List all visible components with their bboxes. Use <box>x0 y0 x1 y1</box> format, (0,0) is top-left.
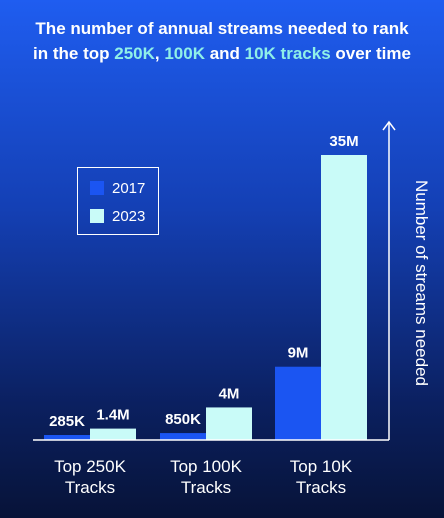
value-label-2017-1: 850K <box>165 411 201 428</box>
legend-label-2023: 2023 <box>112 207 146 225</box>
legend-swatch-2017 <box>90 181 104 195</box>
chart-title-line-1: The number of annual streams needed to r… <box>35 19 409 38</box>
title-part-3: 100K <box>164 44 205 63</box>
bar-2017-0 <box>44 435 90 440</box>
category-labels-group: Top 250K Tracks Top 100K Tracks Top 10K Track… <box>54 457 353 497</box>
title-part-2: , <box>154 44 165 63</box>
category-label-0-line-1: Tracks <box>65 478 115 497</box>
value-label-2023-2: 35M <box>329 133 358 150</box>
legend-item-2023: 2023 <box>90 207 145 225</box>
category-label-0-line-0: Top 250K <box>54 457 126 476</box>
value-label-2017-0: 285K <box>49 413 85 430</box>
bars-group <box>44 155 367 440</box>
legend-swatch-2023 <box>90 209 104 223</box>
chart-title: The number of annual streams needed to r… <box>0 16 444 66</box>
value-label-2023-1: 4M <box>219 385 240 402</box>
y-axis-arrow-icon <box>382 120 396 131</box>
chart-title-line-2: in the top 250K, 100K and 10K tracks ove… <box>0 41 444 66</box>
title-part-1: 250K <box>114 44 155 63</box>
category-label-1-line-1: Tracks <box>181 478 231 497</box>
bar-2017-1 <box>160 433 206 440</box>
category-label-2-line-1: Tracks <box>296 478 346 497</box>
bar-2023-0 <box>90 428 136 440</box>
legend: 2017 2023 <box>77 167 159 235</box>
title-part-5: 10K tracks <box>244 44 331 63</box>
bar-2017-2 <box>275 366 321 440</box>
bar-2023-2 <box>321 155 367 440</box>
legend-label-2017: 2017 <box>112 179 146 197</box>
title-part-0: in the top <box>33 44 115 63</box>
value-label-2017-2: 9M <box>288 345 309 362</box>
title-part-4: and <box>204 44 245 63</box>
value-labels-group: 285K 1.4M 850K 4M 9M 35M <box>49 133 359 430</box>
value-label-2023-0: 1.4M <box>96 407 129 424</box>
bar-2023-1 <box>206 407 252 440</box>
category-label-2-line-0: Top 10K <box>290 457 353 476</box>
category-label-1-line-0: Top 100K <box>170 457 242 476</box>
title-part-6: over time <box>330 44 411 63</box>
y-axis-label: Number of streams needed <box>412 180 431 386</box>
legend-item-2017: 2017 <box>90 179 145 197</box>
